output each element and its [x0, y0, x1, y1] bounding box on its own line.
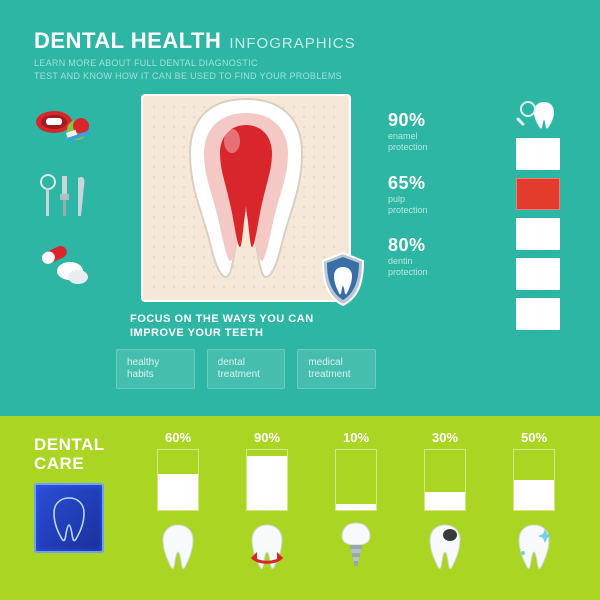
bar-item-2: 10% [324, 430, 388, 582]
xray-icon [34, 483, 104, 553]
bar-item-1: 90% [235, 430, 299, 582]
infographic-root: DENTAL HEALTH INFOGRAPHICS LEARN MORE AB… [0, 0, 600, 600]
subtitle-line1: LEARN MORE ABOUT FULL DENTAL DIAGNOSTIC [34, 58, 258, 68]
bar-box [157, 449, 199, 511]
title-sub: INFOGRAPHICS [229, 35, 355, 52]
right-square-3 [516, 218, 560, 250]
tooth-cross-section-icon [176, 93, 316, 283]
bar-fill [247, 456, 287, 510]
content-row: FOCUS ON THE WAYS YOU CAN IMPROVE YOUR T… [34, 94, 566, 389]
stat-label: pulpprotection [388, 194, 498, 216]
bar-item-0: 60% [146, 430, 210, 582]
chips-row: healthyhabits dentaltreatment medicaltre… [116, 349, 376, 389]
chip-medical-treatment: medicaltreatment [297, 349, 376, 389]
bars-row: 60% 90% 10% 30% 50% [146, 430, 566, 582]
bar-item-4: 50% [502, 430, 566, 582]
bar-percent: 30% [432, 430, 458, 445]
subtitle: LEARN MORE ABOUT FULL DENTAL DIAGNOSTIC … [34, 57, 566, 82]
dental-care-column: DENTALCARE [34, 430, 128, 582]
bar-box [335, 449, 377, 511]
bar-fill [336, 504, 376, 510]
bar-percent: 10% [343, 430, 369, 445]
subtitle-line2: TEST AND KNOW HOW IT CAN BE USED TO FIND… [34, 71, 342, 81]
bar-percent: 90% [254, 430, 280, 445]
bar-percent: 50% [521, 430, 547, 445]
stat-value: 90% [388, 110, 498, 131]
chip-dental-treatment: dentaltreatment [207, 349, 286, 389]
stat-label: dentinprotection [388, 256, 498, 278]
bottom-section: DENTALCARE 60% 90% 10% 30% 50% [0, 416, 600, 600]
tooth-anatomy-panel [141, 94, 351, 302]
right-square-0 [516, 98, 560, 130]
tooth-cavity-icon [422, 521, 468, 573]
right-square-1 [516, 138, 560, 170]
title-row: DENTAL HEALTH INFOGRAPHICS [34, 28, 566, 54]
right-square-2 [516, 178, 560, 210]
tooth-rotate-icon [244, 521, 290, 573]
bar-box [513, 449, 555, 511]
tooth-plain-icon [155, 521, 201, 573]
tooth-implant-icon [333, 521, 379, 573]
pills-icon [34, 242, 94, 292]
tooth-shine-icon [511, 521, 557, 573]
right-square-5 [516, 298, 560, 330]
chip-healthy-habits: healthyhabits [116, 349, 195, 389]
shield-icon [319, 251, 367, 312]
bar-item-3: 30% [413, 430, 477, 582]
focus-line2: IMPROVE YOUR TEETH [130, 327, 263, 339]
focus-line1: FOCUS ON THE WAYS YOU CAN [130, 313, 314, 325]
stat-value: 80% [388, 235, 498, 256]
stat-value: 65% [388, 173, 498, 194]
right-square-4 [516, 258, 560, 290]
stats-column: 90% enamelprotection 65% pulpprotection … [388, 94, 498, 389]
right-squares-column [510, 94, 566, 389]
left-icons-column [34, 94, 104, 389]
bar-box [424, 449, 466, 511]
focus-row: FOCUS ON THE WAYS YOU CAN IMPROVE YOUR T… [116, 312, 376, 389]
stat-dentin: 80% dentinprotection [388, 235, 498, 278]
center-column: FOCUS ON THE WAYS YOU CAN IMPROVE YOUR T… [116, 94, 376, 389]
focus-heading: FOCUS ON THE WAYS YOU CAN IMPROVE YOUR T… [130, 312, 376, 341]
bar-fill [158, 474, 198, 510]
bar-percent: 60% [165, 430, 191, 445]
stat-enamel: 90% enamelprotection [388, 110, 498, 153]
care-title: DENTALCARE [34, 436, 128, 473]
bar-fill [514, 480, 554, 510]
title-main: DENTAL HEALTH [34, 28, 221, 54]
stat-pulp: 65% pulpprotection [388, 173, 498, 216]
bar-fill [425, 492, 465, 510]
mouth-brush-icon [34, 102, 94, 152]
bar-box [246, 449, 288, 511]
dental-tools-icon [34, 172, 94, 222]
stat-label: enamelprotection [388, 131, 498, 153]
top-section: DENTAL HEALTH INFOGRAPHICS LEARN MORE AB… [0, 0, 600, 416]
